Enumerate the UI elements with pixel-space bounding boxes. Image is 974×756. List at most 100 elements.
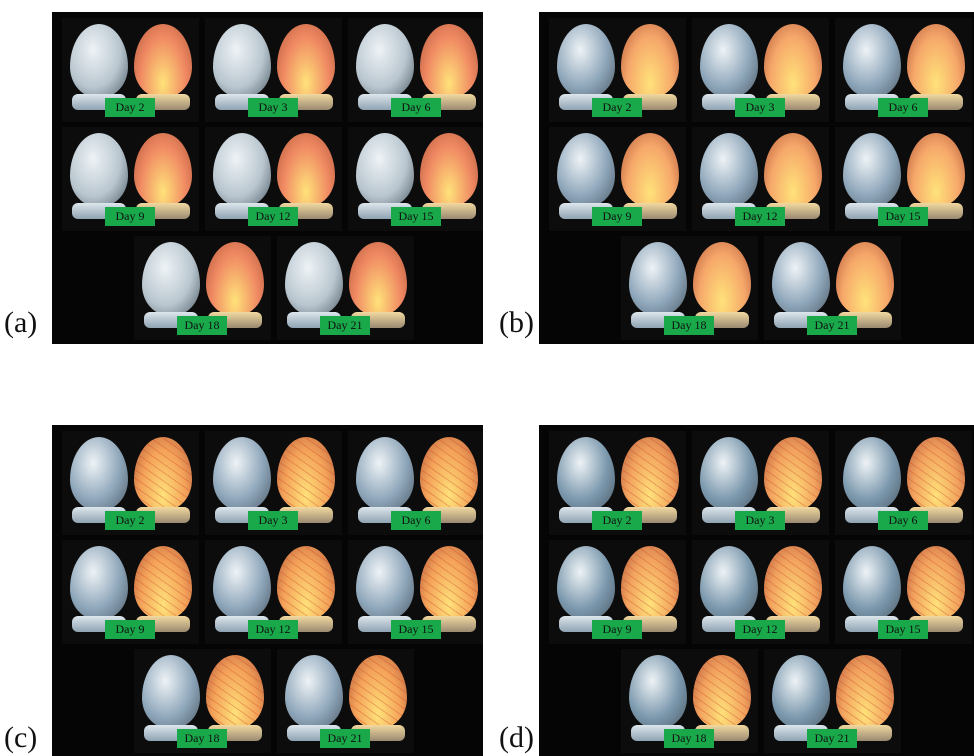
candled-egg xyxy=(836,242,894,316)
day-label: Day 6 xyxy=(878,511,928,530)
day-label: Day 9 xyxy=(592,207,642,226)
unlit-egg xyxy=(772,655,830,729)
unlit-egg xyxy=(843,133,901,207)
egg-panel-0: Day 2 Day 3 Day 6 Day 9 Day 12 Day 15 Day 18 Da… xyxy=(52,12,483,344)
candled-egg xyxy=(349,655,407,729)
day-label: Day 15 xyxy=(391,207,441,226)
candled-egg xyxy=(907,133,965,207)
day-label: Day 2 xyxy=(105,98,155,117)
day-cell: Day 12 xyxy=(203,540,346,646)
day-cell: Day 3 xyxy=(690,431,833,537)
day-cell: Day 12 xyxy=(203,127,346,233)
panel-letter-3: (d) xyxy=(499,721,534,754)
unlit-egg xyxy=(843,437,901,511)
day-cell: Day 9 xyxy=(547,127,690,233)
candled-egg xyxy=(134,546,192,620)
day-label: Day 18 xyxy=(177,729,227,748)
day-label: Day 21 xyxy=(320,729,370,748)
candled-egg xyxy=(836,655,894,729)
candled-egg xyxy=(277,133,335,207)
unlit-egg xyxy=(285,242,343,316)
day-cell: Day 15 xyxy=(833,127,974,233)
day-cell: Day 15 xyxy=(346,540,483,646)
unlit-egg xyxy=(700,133,758,207)
candled-egg xyxy=(621,24,679,98)
candled-egg xyxy=(764,24,822,98)
candled-egg xyxy=(764,437,822,511)
day-label: Day 12 xyxy=(248,207,298,226)
day-cell: Day 2 xyxy=(60,18,203,124)
day-label: Day 21 xyxy=(807,316,857,335)
unlit-egg xyxy=(700,546,758,620)
day-label: Day 21 xyxy=(807,729,857,748)
day-label: Day 3 xyxy=(248,511,298,530)
day-cell: Day 18 xyxy=(619,236,762,342)
day-cell: Day 18 xyxy=(132,649,275,755)
unlit-egg xyxy=(70,546,128,620)
candled-egg xyxy=(420,133,478,207)
unlit-egg xyxy=(700,437,758,511)
day-cell: Day 2 xyxy=(547,18,690,124)
candled-egg xyxy=(621,133,679,207)
day-label: Day 12 xyxy=(248,620,298,639)
day-label: Day 9 xyxy=(105,207,155,226)
day-cell: Day 9 xyxy=(60,127,203,233)
unlit-egg xyxy=(700,24,758,98)
egg-panel-1: Day 2 Day 3 Day 6 Day 9 Day 12 Day 15 Day 18 Da… xyxy=(539,12,974,344)
unlit-egg xyxy=(70,24,128,98)
candled-egg xyxy=(277,546,335,620)
day-cell: Day 21 xyxy=(762,649,905,755)
unlit-egg xyxy=(142,655,200,729)
unlit-egg xyxy=(557,24,615,98)
day-cell: Day 6 xyxy=(833,18,974,124)
candled-egg xyxy=(349,242,407,316)
day-label: Day 6 xyxy=(391,98,441,117)
day-label: Day 21 xyxy=(320,316,370,335)
unlit-egg xyxy=(629,655,687,729)
unlit-egg xyxy=(557,546,615,620)
unlit-egg xyxy=(70,133,128,207)
day-cell: Day 3 xyxy=(690,18,833,124)
unlit-egg xyxy=(356,133,414,207)
day-cell: Day 2 xyxy=(547,431,690,537)
panel-letter-0: (a) xyxy=(4,306,38,339)
unlit-egg xyxy=(213,24,271,98)
day-cell: Day 6 xyxy=(346,18,483,124)
day-label: Day 12 xyxy=(735,207,785,226)
unlit-egg xyxy=(843,24,901,98)
candled-egg xyxy=(621,546,679,620)
unlit-egg xyxy=(356,546,414,620)
day-label: Day 3 xyxy=(735,98,785,117)
candled-egg xyxy=(206,242,264,316)
candled-egg xyxy=(420,437,478,511)
day-cell: Day 15 xyxy=(833,540,974,646)
day-label: Day 6 xyxy=(391,511,441,530)
day-cell: Day 2 xyxy=(60,431,203,537)
panel-letter-2: (c) xyxy=(4,721,38,754)
candled-egg xyxy=(764,133,822,207)
unlit-egg xyxy=(772,242,830,316)
day-cell: Day 18 xyxy=(132,236,275,342)
candled-egg xyxy=(134,133,192,207)
day-cell: Day 9 xyxy=(547,540,690,646)
day-cell: Day 21 xyxy=(275,649,418,755)
candled-egg xyxy=(134,24,192,98)
day-cell: Day 12 xyxy=(690,127,833,233)
day-cell: Day 6 xyxy=(833,431,974,537)
candled-egg xyxy=(420,546,478,620)
candled-egg xyxy=(693,655,751,729)
unlit-egg xyxy=(213,437,271,511)
egg-panel-2: Day 2 Day 3 Day 6 Day 9 Day 12 Day 15 Day 18 Da… xyxy=(52,425,483,756)
candled-egg xyxy=(134,437,192,511)
unlit-egg xyxy=(213,133,271,207)
candled-egg xyxy=(277,437,335,511)
candled-egg xyxy=(206,655,264,729)
day-label: Day 9 xyxy=(592,620,642,639)
day-label: Day 18 xyxy=(664,729,714,748)
day-label: Day 15 xyxy=(391,620,441,639)
day-label: Day 2 xyxy=(592,98,642,117)
day-cell: Day 21 xyxy=(275,236,418,342)
unlit-egg xyxy=(70,437,128,511)
unlit-egg xyxy=(142,242,200,316)
candled-egg xyxy=(621,437,679,511)
